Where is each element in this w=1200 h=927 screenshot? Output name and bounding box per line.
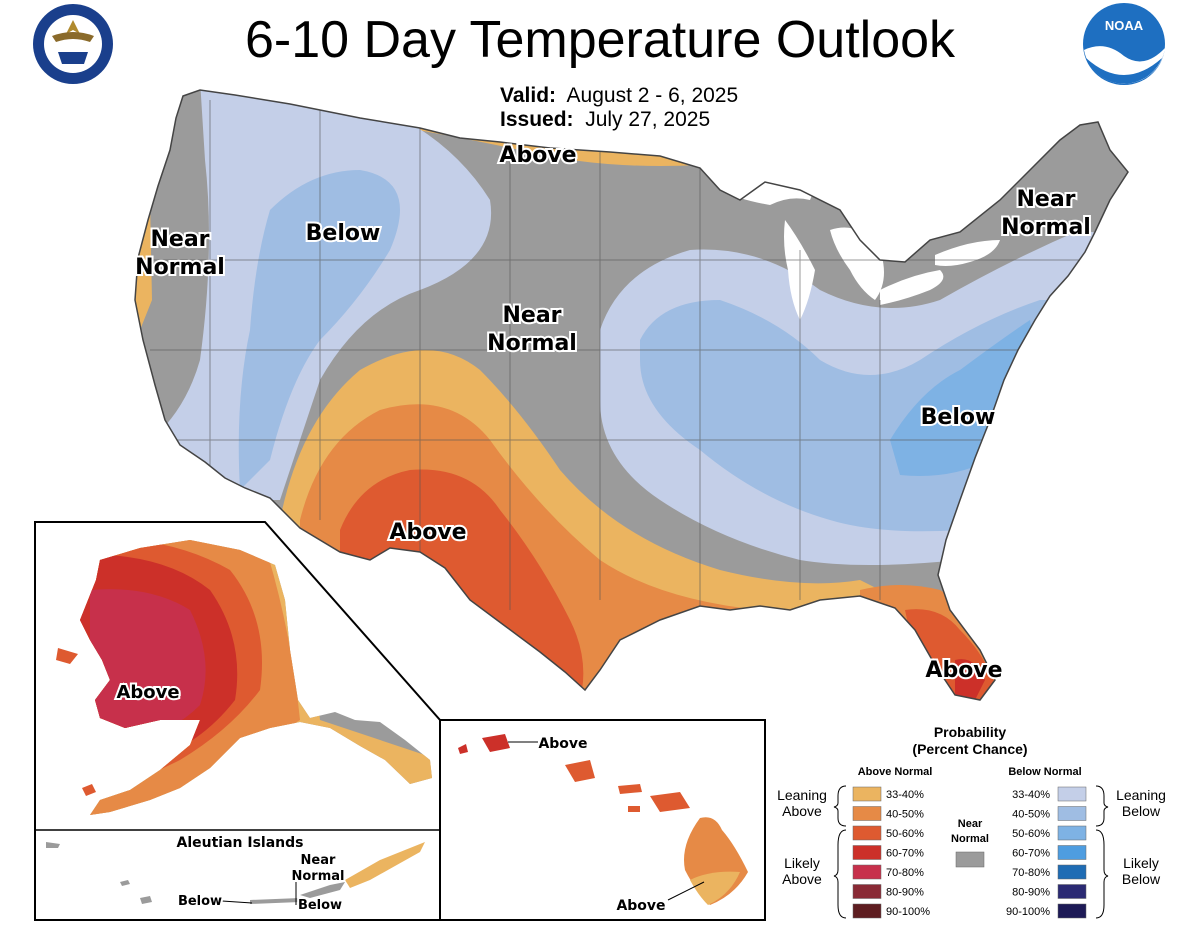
label-above-north: Above [499,143,576,168]
legend-below-swatch-2 [1057,825,1087,841]
legend-above-swatch-5 [852,884,882,899]
legend-below-range-3: 60-70% [1012,848,1050,860]
legend-below-range-0: 33-40% [1012,789,1050,801]
issued-line: Issued: July 27, 2025 [500,108,738,132]
label-near-normal-central-1: Near [502,303,561,328]
valid-issued-block: Valid: August 2 - 6, 2025 Issued: July 2… [500,84,738,132]
legend-likely-above-2: Above [782,871,822,887]
label-near-normal-west-1: Near [150,227,209,252]
label-aleutian-below-2: Below [298,898,342,913]
legend-above-swatch-0 [852,786,882,802]
legend-leaning-below-2: Below [1122,803,1161,819]
label-above-florida: Above [925,658,1002,683]
legend-above-range-2: 50-60% [886,828,924,840]
legend-below-header: Below Normal [1008,766,1081,778]
legend-leaning-above-1: Leaning [777,787,827,803]
label-aleutian-near-1: Near [301,853,336,868]
label-aleutian-near-2: Normal [292,869,345,884]
legend-title-1: Probability [934,724,1007,740]
legend-near-label-2: Normal [951,833,989,845]
legend-below-swatch-3 [1057,845,1087,860]
valid-value: August 2 - 6, 2025 [566,84,739,107]
label-above-hawaii-north: Above [538,736,587,752]
legend-above-swatch-1 [852,806,882,821]
label-above-southwest: Above [389,520,466,545]
legend-above-swatch-2 [852,825,882,841]
legend-above-swatches: 33-40% 40-50% 50-60% 60-70% 70-80% 80-90% 90-1… [852,786,930,919]
legend-above-range-0: 33-40% [886,789,924,801]
legend-likely-above-1: Likely [784,855,820,871]
label-near-normal-west-2: Normal [135,255,225,280]
alaska-map [80,540,432,815]
noaa-logo-text: NOAA [1105,18,1144,33]
issued-value: July 27, 2025 [585,108,711,131]
label-below-west: Below [306,221,381,246]
legend-above-header: Above Normal [858,766,933,778]
label-aleutian-title: Aleutian Islands [177,835,304,851]
legend-above-range-3: 60-70% [886,848,924,860]
legend-below-swatch-4 [1057,864,1087,880]
noaa-logo-icon: NOAA [1083,3,1165,85]
page-title: 6-10 Day Temperature Outlook [244,11,956,69]
legend-below-swatch-5 [1057,884,1087,899]
legend-below-range-1: 40-50% [1012,809,1050,821]
legend-below-range-6: 90-100% [1006,906,1050,918]
aleutian-islands [46,842,425,905]
legend-leaning-above-2: Above [782,803,822,819]
legend-above-range-5: 80-90% [886,887,924,899]
legend-above-swatch-6 [852,903,882,919]
legend-leaning-below-1: Leaning [1116,787,1166,803]
valid-line: Valid: August 2 - 6, 2025 [500,84,738,108]
label-aleutian-below-1: Below [178,894,222,909]
legend-below-swatches: 33-40% 40-50% 50-60% 60-70% 70-80% 80-90% 90-1… [1006,786,1087,919]
legend-above-range-1: 40-50% [886,809,924,821]
legend-above-range-4: 70-80% [886,867,924,879]
legend-braces [833,785,1109,919]
label-above-alaska: Above [116,682,179,703]
commerce-seal-icon [33,4,113,84]
valid-label: Valid: [500,84,557,107]
legend-below-range-2: 50-60% [1012,828,1050,840]
legend-likely-below-2: Below [1122,871,1161,887]
label-near-normal-ne-1: Near [1016,187,1075,212]
hawaii-map [458,734,748,905]
legend-below-swatch-1 [1057,806,1087,821]
issued-label: Issued: [500,108,574,131]
label-below-east: Below [921,405,996,430]
legend-above-swatch-4 [852,864,882,880]
legend-below-range-4: 70-80% [1012,867,1050,879]
legend-above-range-6: 90-100% [886,906,930,918]
label-near-normal-ne-2: Normal [1001,215,1091,240]
label-above-hawaii-south: Above [616,898,665,914]
legend-near-swatch [955,851,985,868]
legend-near-label-1: Near [958,818,983,830]
legend-below-range-5: 80-90% [1012,887,1050,899]
legend-likely-below-1: Likely [1123,855,1159,871]
legend-below-swatch-0 [1057,786,1087,802]
label-near-normal-central-2: Normal [487,331,577,356]
legend-below-swatch-6 [1057,903,1087,919]
legend-title-2: (Percent Chance) [912,741,1027,757]
hawaii-inset-frame [439,719,766,921]
legend: Probability (Percent Chance) Above Norma… [777,724,1166,919]
legend-above-swatch-3 [852,845,882,860]
